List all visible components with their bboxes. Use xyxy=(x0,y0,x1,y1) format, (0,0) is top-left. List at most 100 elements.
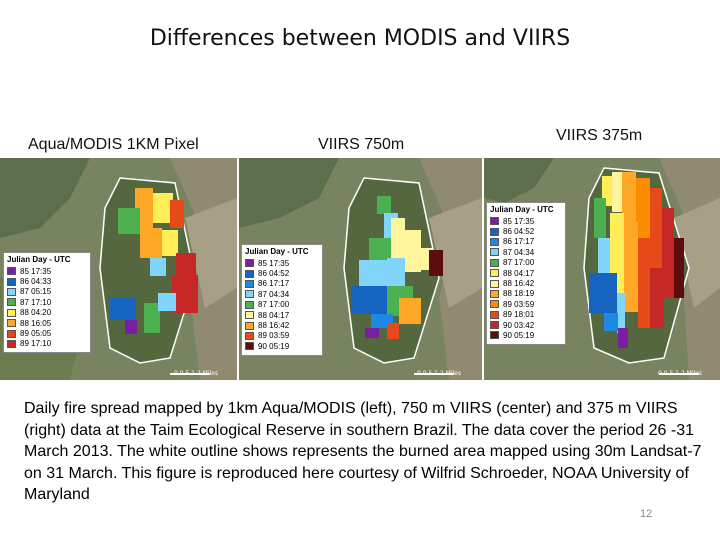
legend-item-label: 90 05:19 xyxy=(258,341,290,351)
legend-item-label: 86 04:52 xyxy=(503,227,535,237)
legend-title: Julian Day - UTC xyxy=(7,255,71,264)
legend-swatch xyxy=(490,321,499,330)
legend-swatch xyxy=(245,300,254,309)
legend-swatch xyxy=(490,237,499,246)
legend-modis: Julian Day - UTC 85 17:35 86 04:33 87 05:1… xyxy=(3,252,91,354)
map-panel-viirs-375: Julian Day - UTC 85 17:35 86 04:52 86 17:1… xyxy=(484,158,720,380)
legend-item: 87 04:34 xyxy=(245,289,319,299)
legend-item-label: 89 03:59 xyxy=(258,331,290,341)
legend-item-label: 86 17:17 xyxy=(258,279,290,289)
legend-swatch xyxy=(245,279,254,288)
legend-item-label: 87 05:15 xyxy=(20,287,52,297)
legend-swatch xyxy=(7,319,16,328)
legend-swatch xyxy=(490,310,499,319)
legend-swatch xyxy=(7,267,16,276)
legend-item-label: 87 17:00 xyxy=(258,300,290,310)
legend-swatch xyxy=(245,321,254,330)
legend-item-label: 87 04:34 xyxy=(258,289,290,299)
legend-item-label: 85 17:35 xyxy=(258,258,290,268)
panel-label-modis: Aqua/MODIS 1KM Pixel xyxy=(28,136,199,153)
scale-bar-label: 0 0.5 1 2 Miles xyxy=(658,370,702,377)
legend-item-label: 88 16:42 xyxy=(503,279,535,289)
legend-item-label: 88 04:17 xyxy=(258,310,290,320)
legend-swatch xyxy=(245,259,254,268)
legend-item: 88 04:20 xyxy=(7,308,87,318)
legend-swatch xyxy=(7,308,16,317)
legend-item: 89 18:01 xyxy=(490,310,562,320)
legend-swatch xyxy=(245,269,254,278)
legend-item-label: 89 05:05 xyxy=(20,329,52,339)
legend-item-label: 89 18:01 xyxy=(503,310,535,320)
legend-item-label: 90 05:19 xyxy=(503,330,535,340)
legend-swatch xyxy=(490,289,499,298)
legend-item: 89 03:59 xyxy=(245,331,319,341)
legend-item: 90 03:42 xyxy=(490,320,562,330)
legend-item-label: 86 04:33 xyxy=(20,277,52,287)
legend-item: 85 17:35 xyxy=(7,266,87,276)
legend-item: 88 04:17 xyxy=(490,268,562,278)
legend-item: 89 17:10 xyxy=(7,339,87,349)
figure-caption: Daily fire spread mapped by 1km Aqua/MOD… xyxy=(24,400,702,504)
legend-swatch xyxy=(7,287,16,296)
legend-title: Julian Day - UTC xyxy=(490,205,554,214)
legend-item: 85 17:35 xyxy=(245,258,319,268)
legend-swatch xyxy=(490,300,499,309)
fire-pixels-viirs-375 xyxy=(589,172,684,348)
legend-item: 88 16:42 xyxy=(245,320,319,330)
map-panel-modis: Julian Day - UTC 85 17:35 86 04:33 87 05:1… xyxy=(0,158,237,380)
satellite-map-modis xyxy=(0,158,237,380)
legend-item: 88 18:19 xyxy=(490,289,562,299)
legend-item-label: 86 04:52 xyxy=(258,269,290,279)
panel-label-viirs-375: VIIRS 375m xyxy=(556,127,643,144)
legend-swatch xyxy=(245,331,254,340)
legend-item: 88 16:05 xyxy=(7,318,87,328)
legend-item: 86 04:33 xyxy=(7,276,87,286)
legend-swatch xyxy=(7,298,16,307)
legend-item: 86 04:52 xyxy=(245,268,319,278)
legend-swatch xyxy=(7,277,16,286)
legend-item-label: 88 04:20 xyxy=(20,308,52,318)
legend-swatch xyxy=(490,258,499,267)
legend-item: 90 05:19 xyxy=(490,330,562,340)
legend-viirs-375: Julian Day - UTC 85 17:35 86 04:52 86 17:1… xyxy=(486,202,566,345)
legend-swatch xyxy=(490,248,499,257)
legend-swatch xyxy=(490,227,499,236)
legend-item-label: 89 17:10 xyxy=(20,339,52,349)
legend-item: 89 05:05 xyxy=(7,328,87,338)
legend-item-label: 88 16:42 xyxy=(258,321,290,331)
legend-item: 87 17:00 xyxy=(490,258,562,268)
legend-swatch xyxy=(245,311,254,320)
slide-title: Differences between MODIS and VIIRS xyxy=(149,26,571,51)
scale-bar-label: 0 0.5 1 2 Miles xyxy=(417,370,461,377)
legend-title: Julian Day - UTC xyxy=(245,247,309,256)
legend-viirs-750: Julian Day - UTC 85 17:35 86 04:52 86 17:1… xyxy=(241,244,323,356)
legend-swatch xyxy=(7,339,16,348)
legend-swatch xyxy=(490,279,499,288)
legend-item-label: 87 04:34 xyxy=(503,247,535,257)
legend-swatch xyxy=(245,290,254,299)
legend-item: 87 05:15 xyxy=(7,287,87,297)
panel-label-viirs-750: VIIRS 750m xyxy=(318,136,405,153)
legend-item-label: 86 17:17 xyxy=(503,237,535,247)
legend-item-label: 90 03:42 xyxy=(503,320,535,330)
legend-item: 88 16:42 xyxy=(490,278,562,288)
scale-bar-label: 0 0.5 1 2 Miles xyxy=(174,370,218,377)
legend-item-label: 85 17:35 xyxy=(20,266,52,276)
fire-pixels-viirs-750 xyxy=(351,196,443,339)
legend-item-label: 89 03:59 xyxy=(503,299,535,309)
legend-item: 86 04:52 xyxy=(490,226,562,236)
legend-swatch xyxy=(7,329,16,338)
legend-item: 88 04:17 xyxy=(245,310,319,320)
legend-item-label: 87 17:10 xyxy=(20,297,52,307)
legend-item: 87 17:10 xyxy=(7,297,87,307)
legend-item: 89 03:59 xyxy=(490,299,562,309)
fire-pixels-modis xyxy=(110,188,198,334)
legend-item-label: 88 04:17 xyxy=(503,268,535,278)
legend-item: 86 17:17 xyxy=(245,279,319,289)
legend-item-label: 88 18:19 xyxy=(503,289,535,299)
legend-swatch xyxy=(490,217,499,226)
legend-swatch xyxy=(490,269,499,278)
legend-item: 87 04:34 xyxy=(490,247,562,257)
legend-swatch xyxy=(245,342,254,351)
legend-item: 87 17:00 xyxy=(245,300,319,310)
